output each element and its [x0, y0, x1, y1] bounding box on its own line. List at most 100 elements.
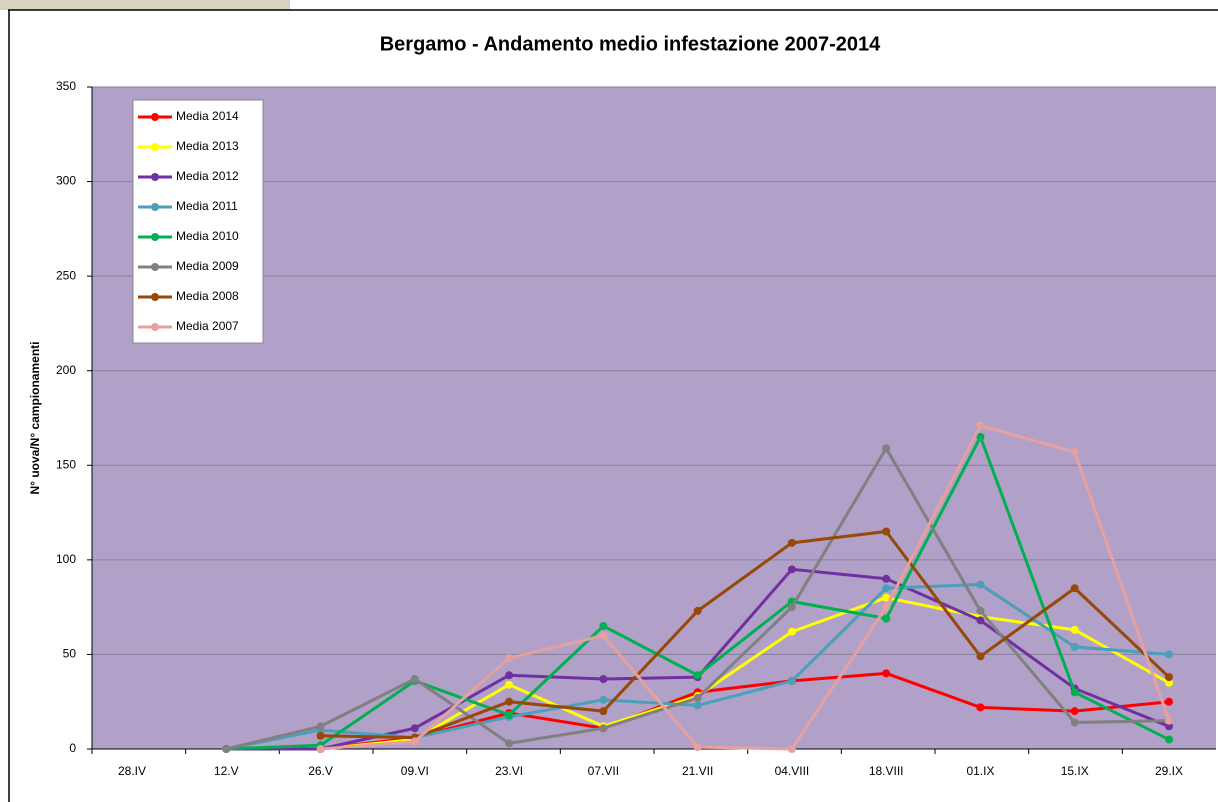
series-marker [882, 669, 891, 678]
series-marker [1070, 584, 1079, 593]
series-marker [882, 444, 891, 453]
y-tick-label: 350 [56, 79, 76, 93]
series-marker [599, 724, 608, 733]
series-marker [787, 627, 796, 636]
series-marker [976, 421, 985, 430]
legend-label: Media 2011 [176, 199, 238, 213]
series-marker [1070, 448, 1079, 457]
y-tick-label: 0 [69, 741, 76, 755]
series-marker [505, 671, 514, 680]
legend-marker [151, 233, 159, 241]
y-tick-label: 50 [63, 647, 77, 661]
series-marker [1165, 735, 1173, 744]
series-marker [787, 538, 796, 547]
x-tick-label: 29.IX [1155, 764, 1183, 778]
series-marker [882, 574, 891, 583]
legend-label: Media 2013 [176, 139, 239, 153]
series-marker [505, 680, 514, 689]
legend-marker [151, 113, 159, 121]
x-tick-label: 12.V [214, 764, 239, 778]
legend-label: Media 2012 [176, 169, 239, 183]
series-marker [1165, 716, 1173, 725]
series-marker [599, 675, 608, 684]
series-marker [882, 584, 891, 593]
series-marker [599, 631, 608, 640]
series-marker [222, 745, 231, 753]
x-tick-label: 15.IX [1061, 764, 1089, 778]
x-tick-label: 09.VI [401, 764, 429, 778]
series-marker [505, 697, 514, 706]
legend-marker [151, 263, 159, 271]
series-marker [976, 703, 985, 712]
x-tick-label: 18.VIII [869, 764, 904, 778]
series-marker [787, 745, 796, 753]
series-marker [882, 527, 891, 536]
series-marker [1070, 718, 1079, 727]
series-marker [599, 707, 608, 716]
series-marker [1165, 650, 1173, 659]
legend-marker [151, 143, 159, 151]
series-marker [882, 603, 891, 612]
y-tick-label: 100 [56, 552, 76, 566]
series-marker [1070, 707, 1079, 716]
y-tick-label: 300 [56, 174, 76, 188]
series-marker [882, 614, 891, 623]
series-marker [693, 671, 702, 680]
series-line [320, 529, 1171, 740]
series-marker [316, 745, 325, 753]
x-tick-label: 01.IX [966, 764, 994, 778]
legend-label: Media 2010 [176, 229, 239, 243]
x-tick-label: 23.VI [495, 764, 523, 778]
series-marker [976, 580, 985, 589]
x-tick-label: 26.V [308, 764, 333, 778]
series-line [320, 423, 1171, 751]
legend-marker [151, 293, 159, 301]
y-tick-label: 200 [56, 363, 76, 377]
series-marker [1070, 625, 1079, 634]
x-tick-label: 21.VII [682, 764, 713, 778]
x-tick-label: 04.VIII [775, 764, 810, 778]
plot-area [92, 87, 1216, 749]
series-marker [976, 652, 985, 661]
series-marker [882, 593, 891, 602]
series-marker [976, 432, 985, 441]
y-tick-label: 150 [56, 457, 76, 471]
series-marker [1070, 688, 1079, 697]
series-marker [976, 606, 985, 615]
legend-label: Media 2014 [176, 109, 239, 123]
x-tick-label: 07.VII [588, 764, 619, 778]
series-marker [505, 710, 514, 719]
y-tick-label: 250 [56, 268, 76, 282]
series-marker [316, 731, 325, 740]
series-marker [787, 565, 796, 574]
map-fragment [0, 0, 290, 10]
series-marker [599, 622, 608, 631]
series-marker [787, 676, 796, 685]
series-marker [410, 724, 419, 733]
series-marker [599, 695, 608, 704]
series-marker [976, 616, 985, 625]
series-marker [505, 654, 514, 663]
series-marker [693, 743, 702, 752]
series-marker [1165, 697, 1173, 706]
chart-title: Bergamo - Andamento medio infestazione 2… [380, 33, 881, 55]
legend-label: Media 2009 [176, 259, 239, 273]
legend-label: Media 2008 [176, 289, 239, 303]
legend-marker [151, 323, 159, 331]
legend-label: Media 2007 [176, 319, 239, 333]
series-marker [787, 603, 796, 612]
series-marker [505, 739, 514, 748]
series-marker [693, 701, 702, 710]
x-tick-label: 28.IV [118, 764, 146, 778]
series-marker [1165, 678, 1173, 687]
legend-marker [151, 203, 159, 211]
series-marker [410, 675, 419, 684]
series-marker [693, 606, 702, 615]
legend-box [132, 99, 264, 344]
series-marker [1070, 642, 1079, 651]
series-marker [316, 722, 325, 731]
series-marker [410, 737, 419, 746]
series-marker [1165, 673, 1173, 682]
